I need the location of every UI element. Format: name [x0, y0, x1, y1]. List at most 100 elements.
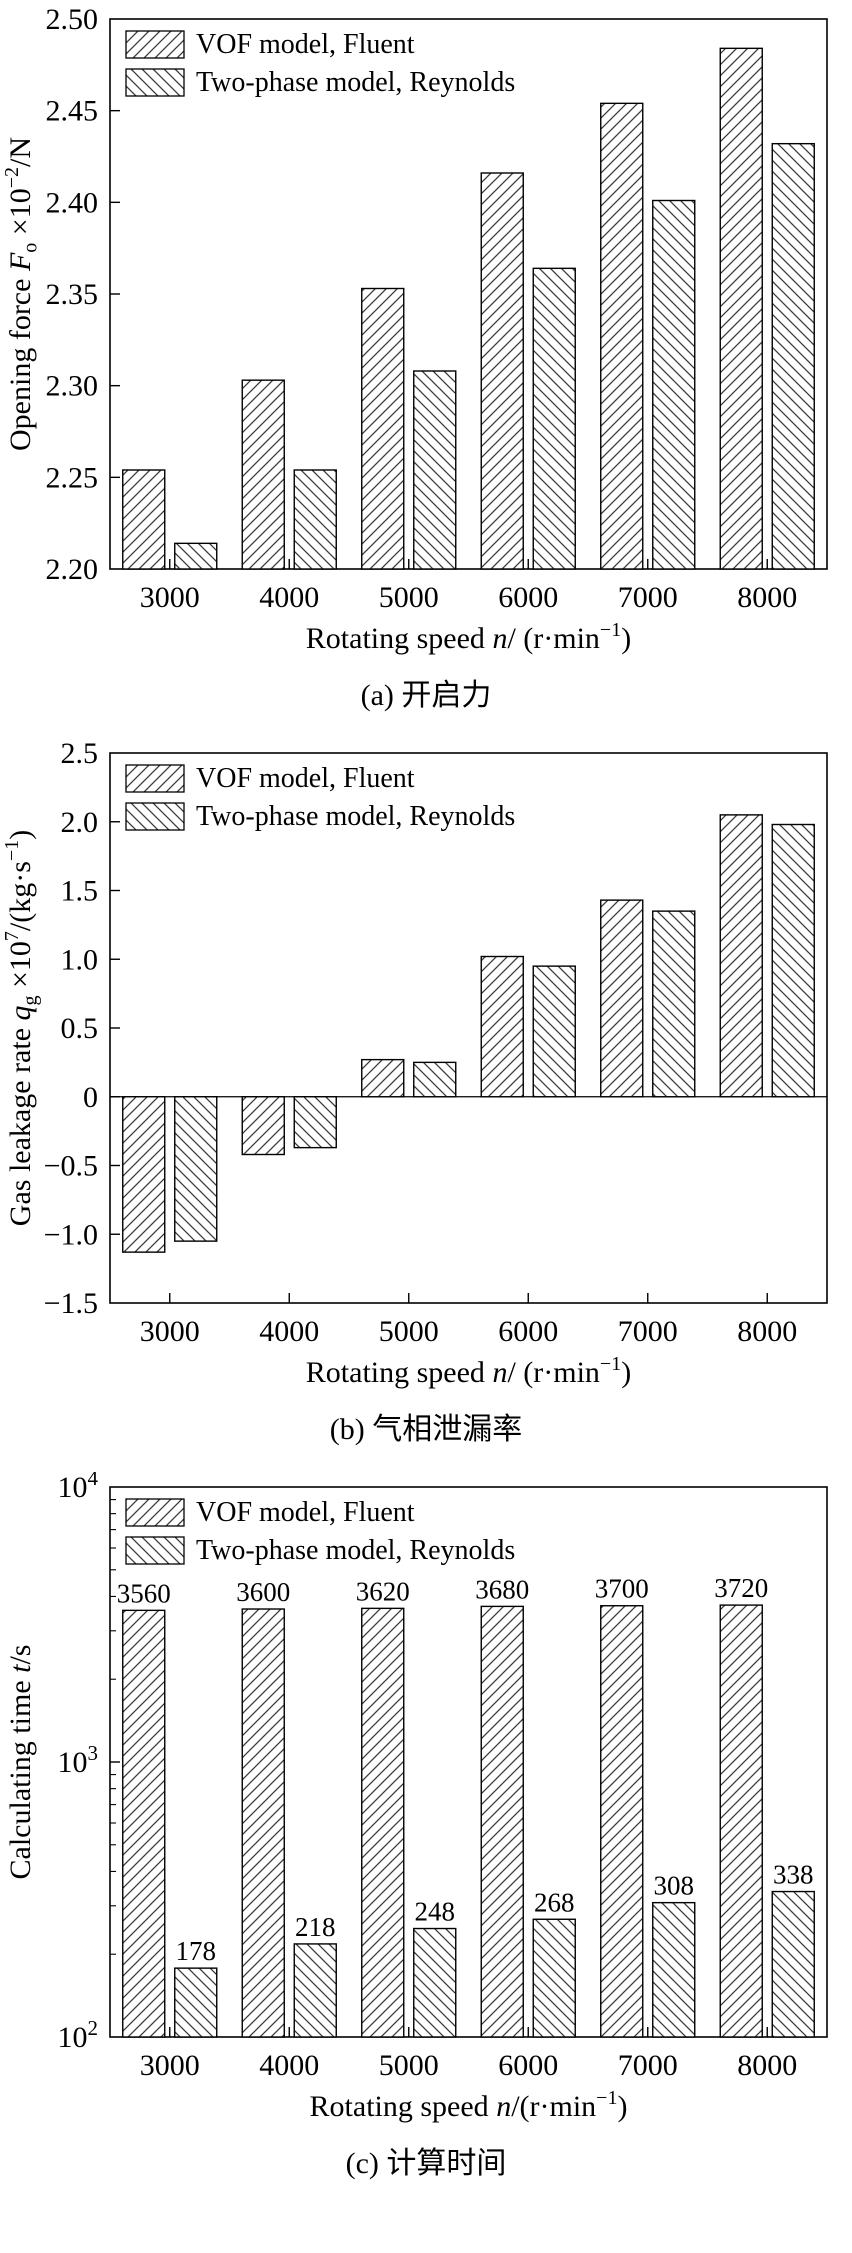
bar	[652, 199, 696, 570]
bar	[652, 1901, 696, 2038]
legend-label: VOF model, Fluent	[196, 1497, 415, 1528]
x-tick-label: 8000	[737, 2049, 797, 2082]
y-tick-label: −1.0	[44, 1218, 98, 1251]
chart-panel-c: 102 103 104 3000 4000 5000 6000 7000 8000 3560 360…	[0, 1472, 852, 2196]
bar	[771, 1890, 815, 2038]
bar	[600, 102, 644, 570]
bar-value-label: 308	[654, 1871, 695, 1901]
bar	[480, 1605, 524, 2038]
x-tick-label: 5000	[379, 1315, 439, 1348]
legend-label: VOF model, Fluent	[196, 29, 415, 60]
y-tick-label: 1.0	[61, 943, 99, 976]
y-tick-label: 2.35	[46, 278, 99, 311]
bar-chart-calculating-time: 102 103 104 3000 4000 5000 6000 7000 8000 3560 360…	[4, 1472, 828, 2123]
x-tick-label: 5000	[379, 581, 439, 614]
y-axis-title: Opening force Fo ×10−2/N	[1, 137, 42, 451]
bar-chart-gas-leakage-rate: −1.5 −1.0 −0.5 0 0.5 1.0 1.5 2.0 2.5 3000 4000 5000…	[1, 738, 828, 1389]
bar-value-label: 248	[415, 1897, 456, 1927]
bar	[241, 1096, 285, 1156]
bar	[122, 1609, 166, 2038]
chart-caption-c: (c) 计算时间	[345, 2147, 507, 2180]
x-tick-label: 6000	[498, 1315, 558, 1348]
chart-panel-b: −1.5 −1.0 −0.5 0 0.5 1.0 1.5 2.0 2.5 3000 4000 5000…	[0, 738, 852, 1462]
y-tick-label: 2.40	[46, 186, 99, 219]
bar	[532, 1918, 576, 2038]
x-tick-label: 6000	[498, 2049, 558, 2082]
bar-chart-opening-force: 2.20 2.25 2.30 2.35 2.40 2.45 2.50 3000 4000 5000…	[1, 4, 828, 655]
y-tick-label: 102	[58, 2016, 99, 2054]
legend-label: Two-phase model, Reynolds	[196, 1535, 515, 1566]
bar	[361, 287, 405, 570]
chart-caption-a: (a) 开启力	[360, 679, 492, 712]
legend-label: Two-phase model, Reynolds	[196, 801, 515, 832]
x-axis-title: Rotating speed n/ (r·min−1)	[306, 619, 631, 655]
bar-value-label: 268	[534, 1887, 575, 1917]
legend-label: Two-phase model, Reynolds	[196, 67, 515, 98]
bar	[293, 469, 337, 570]
chart-panel-a: 2.20 2.25 2.30 2.35 2.40 2.45 2.50 3000 4000 5000…	[0, 4, 852, 728]
plot-border	[109, 1486, 828, 2038]
x-tick-label: 8000	[737, 581, 797, 614]
bar	[719, 1604, 763, 2038]
y-tick-label: 2.25	[46, 461, 99, 494]
legend-swatch	[125, 764, 185, 793]
plot-border	[109, 18, 828, 570]
bar	[174, 1967, 218, 2038]
bar	[413, 1927, 457, 2038]
y-tick-label: 104	[58, 1472, 99, 1504]
legend-swatch	[125, 802, 185, 831]
bar-value-label: 3600	[236, 1577, 290, 1607]
bar	[480, 955, 524, 1098]
y-tick-label: 0.5	[61, 1012, 99, 1045]
figure-page: 2.20 2.25 2.30 2.35 2.40 2.45 2.50 3000 4000 5000…	[0, 4, 852, 2196]
y-tick-label: 103	[58, 1741, 99, 1779]
x-tick-label: 7000	[618, 2049, 678, 2082]
bar	[361, 1058, 405, 1098]
bar-value-label: 218	[295, 1912, 336, 1942]
bar-value-label: 338	[773, 1860, 814, 1890]
y-axis-title: Calculating time t/s	[4, 1645, 37, 1880]
x-tick-label: 6000	[498, 581, 558, 614]
bar	[241, 379, 285, 570]
y-tick-label: 2.0	[61, 806, 99, 839]
chart-caption-b: (b) 气相泄漏率	[329, 1413, 523, 1446]
legend-swatch	[125, 1498, 185, 1527]
x-tick-label: 3000	[140, 2049, 200, 2082]
y-tick-label: −0.5	[44, 1150, 98, 1183]
bar	[652, 910, 696, 1098]
x-axis-title: Rotating speed n/ (r·min−1)	[306, 1353, 631, 1389]
bar	[600, 899, 644, 1098]
bar	[600, 1605, 644, 2038]
bar	[293, 1943, 337, 2038]
bar-value-label: 3620	[356, 1576, 410, 1606]
bar	[122, 469, 166, 570]
bar	[122, 1096, 166, 1253]
x-tick-label: 8000	[737, 1315, 797, 1348]
bar-value-label: 3720	[714, 1573, 768, 1603]
y-tick-label: 2.5	[61, 738, 99, 770]
bar	[413, 1061, 457, 1098]
y-tick-label: 2.50	[46, 4, 99, 36]
bar	[532, 267, 576, 570]
x-tick-label: 3000	[140, 1315, 200, 1348]
bar-value-label: 3560	[117, 1578, 171, 1608]
x-axis-title: Rotating speed n/(r·min−1)	[310, 2087, 628, 2123]
x-tick-label: 3000	[140, 581, 200, 614]
bar	[174, 1096, 218, 1242]
y-tick-label: −1.5	[44, 1287, 98, 1320]
bar	[719, 47, 763, 570]
bar	[174, 542, 218, 570]
bar-value-label: 3680	[475, 1574, 529, 1604]
bar	[361, 1607, 405, 2038]
x-tick-label: 7000	[618, 1315, 678, 1348]
bar	[480, 172, 524, 570]
bar-value-label: 3700	[595, 1574, 649, 1604]
x-tick-label: 4000	[259, 1315, 319, 1348]
bar	[293, 1096, 337, 1149]
bar	[532, 965, 576, 1098]
legend-label: VOF model, Fluent	[196, 763, 415, 794]
plot-border	[109, 752, 828, 1304]
bar	[771, 142, 815, 570]
bar	[413, 370, 457, 570]
bar-value-label: 178	[176, 1936, 217, 1966]
